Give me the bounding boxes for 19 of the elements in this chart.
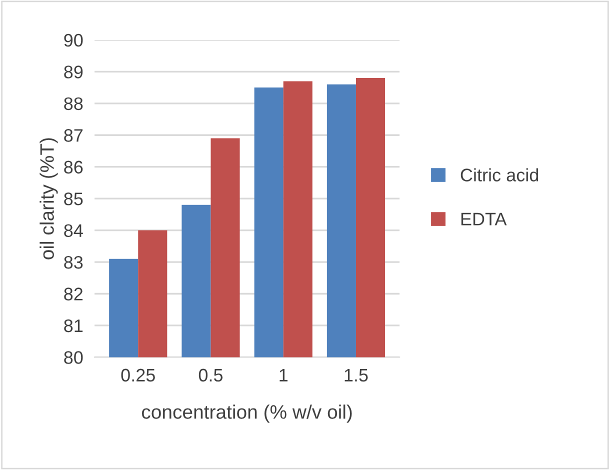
y-tick-label: 88 — [64, 97, 83, 110]
x-axis-title: concentration (% w/v oil) — [142, 404, 352, 423]
legend-label: EDTA — [461, 212, 507, 226]
x-tick-label: 1 — [280, 368, 288, 382]
x-tick-label: 1.5 — [344, 368, 368, 382]
y-tick-label: 84 — [64, 224, 83, 238]
y-tick-label: 81 — [64, 319, 83, 332]
y-tick-label: 85 — [64, 192, 83, 206]
x-tick-label: 0.25 — [121, 368, 155, 382]
y-tick-label: 89 — [64, 66, 83, 78]
y-tick-label: 90 — [64, 34, 83, 47]
x-tick-label: 0.5 — [198, 368, 223, 382]
y-tick-label: 83 — [64, 256, 83, 269]
legend-label: Citric acid — [460, 168, 538, 182]
y-axis-title: oil clarity (%T) — [40, 138, 58, 260]
y-tick-label: 87 — [64, 129, 83, 142]
y-tick-label: 82 — [64, 288, 83, 300]
y-tick-label: 80 — [64, 351, 83, 364]
y-tick-label: 86 — [64, 160, 83, 174]
